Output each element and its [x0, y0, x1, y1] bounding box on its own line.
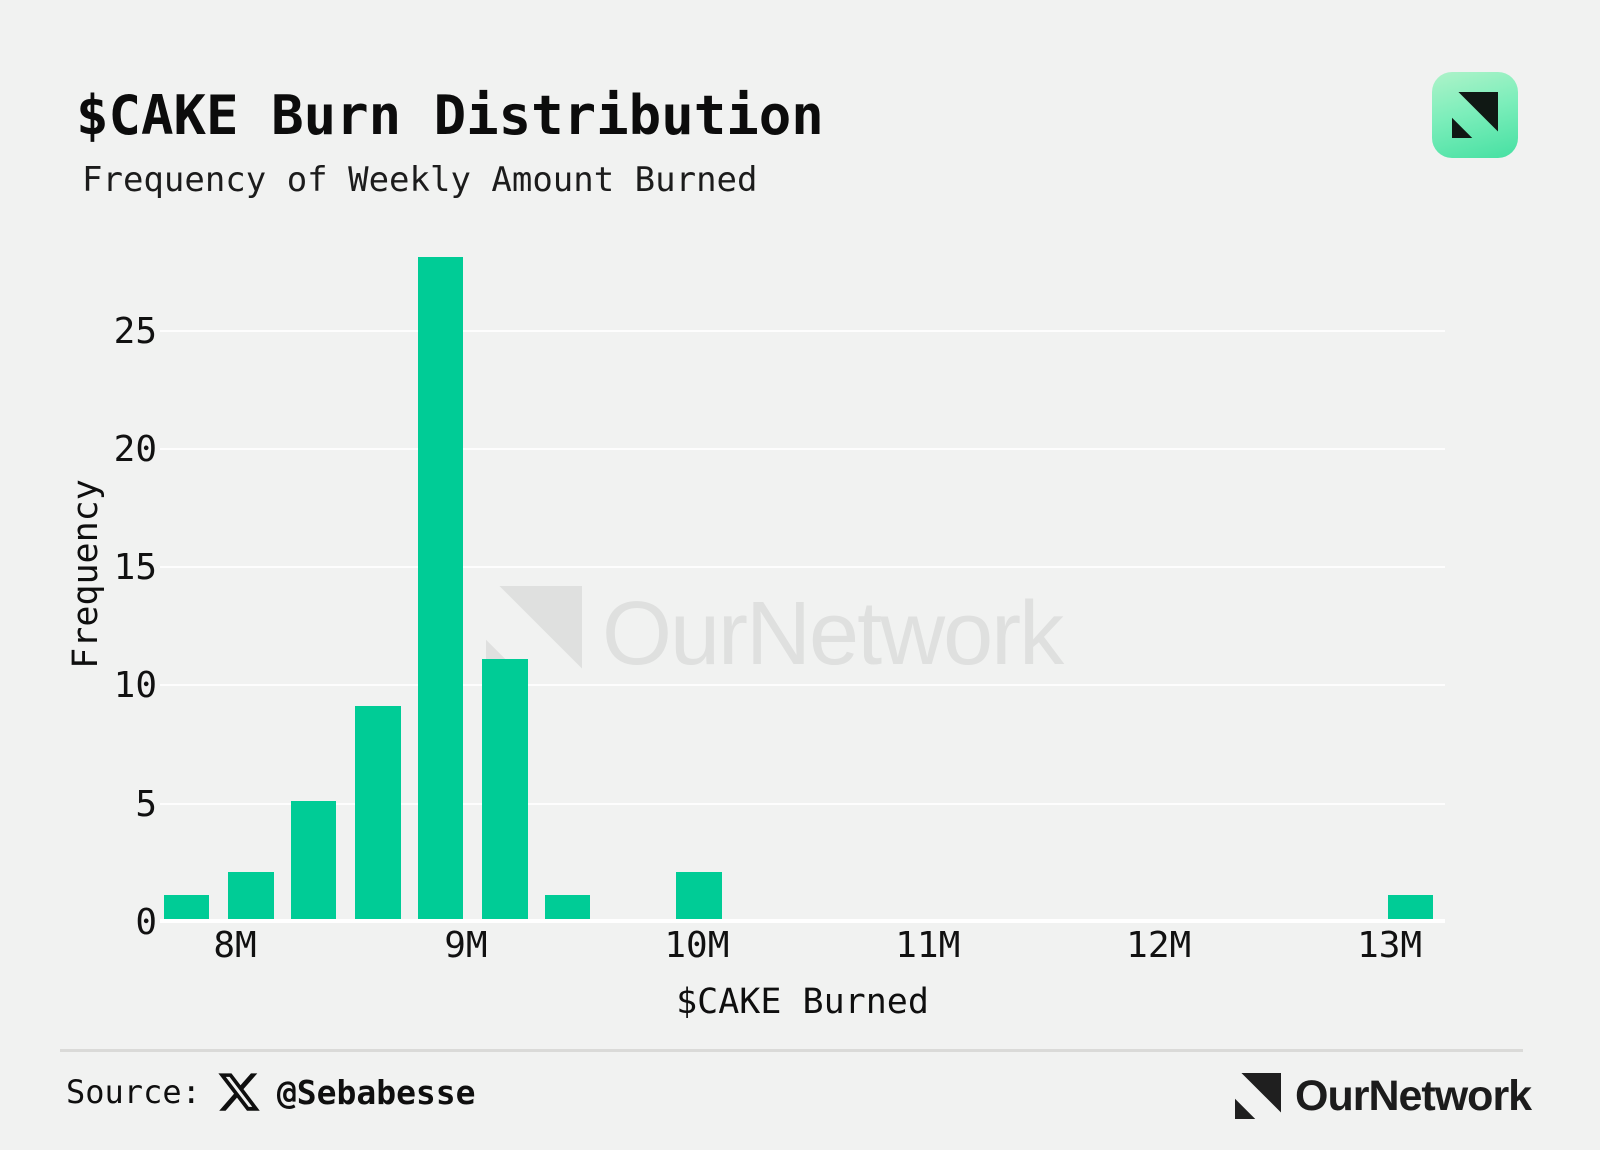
x-tick-label: 9M [444, 925, 488, 966]
x-axis-title: $CAKE Burned [676, 982, 929, 1022]
histogram-bar [482, 658, 529, 919]
histogram-bar [417, 256, 464, 919]
histogram-bar [228, 871, 275, 919]
brand-logo: OurNetwork [1235, 1070, 1532, 1122]
x-tick-label: 8M [213, 925, 257, 966]
y-tick-label: 20 [113, 428, 157, 470]
histogram-bar [163, 895, 210, 919]
histogram-bar [544, 895, 591, 919]
x-twitter-icon [216, 1069, 262, 1115]
y-tick-label: 5 [135, 783, 157, 825]
source-label: Source: [66, 1073, 201, 1111]
x-axis-tick-labels: 8M 9M 10M 11M 12M 13M [160, 928, 1445, 974]
x-tick-label: 11M [895, 925, 961, 966]
histogram-bar [290, 800, 337, 919]
ournetwork-footer-mark-icon [1235, 1073, 1281, 1119]
y-tick-label: 10 [113, 665, 157, 707]
chart-subtitle: Frequency of Weekly Amount Burned [82, 160, 758, 200]
y-tick-label: 25 [113, 310, 157, 352]
gridline-y-20 [160, 447, 1445, 450]
x-tick-label: 13M [1357, 925, 1423, 966]
gridline-y-10 [160, 684, 1445, 687]
ournetwork-app-icon [1432, 72, 1518, 158]
gridline-y-15 [160, 566, 1445, 569]
footer-divider [60, 1049, 1523, 1052]
chart-title: $CAKE Burn Distribution [76, 84, 824, 147]
gridline-y-25 [160, 329, 1445, 332]
y-axis-tick-labels: 0 5 10 15 20 25 [40, 240, 157, 940]
plot-area [160, 240, 1445, 923]
x-tick-label: 12M [1126, 925, 1192, 966]
source-attribution: Source: @Sebabesse [66, 1064, 476, 1120]
y-tick-label: 0 [135, 902, 157, 943]
ournetwork-mark-icon [1452, 92, 1498, 138]
histogram-bar [1387, 895, 1434, 919]
brand-text: OurNetwork [1295, 1071, 1532, 1120]
source-handle: @Sebabesse [276, 1072, 476, 1112]
x-tick-label: 10M [664, 925, 730, 966]
histogram-bar [355, 706, 402, 919]
x-axis-baseline [160, 919, 1445, 923]
histogram-bar [676, 871, 723, 919]
y-tick-label: 15 [113, 547, 157, 589]
gridline-y-5 [160, 802, 1445, 805]
